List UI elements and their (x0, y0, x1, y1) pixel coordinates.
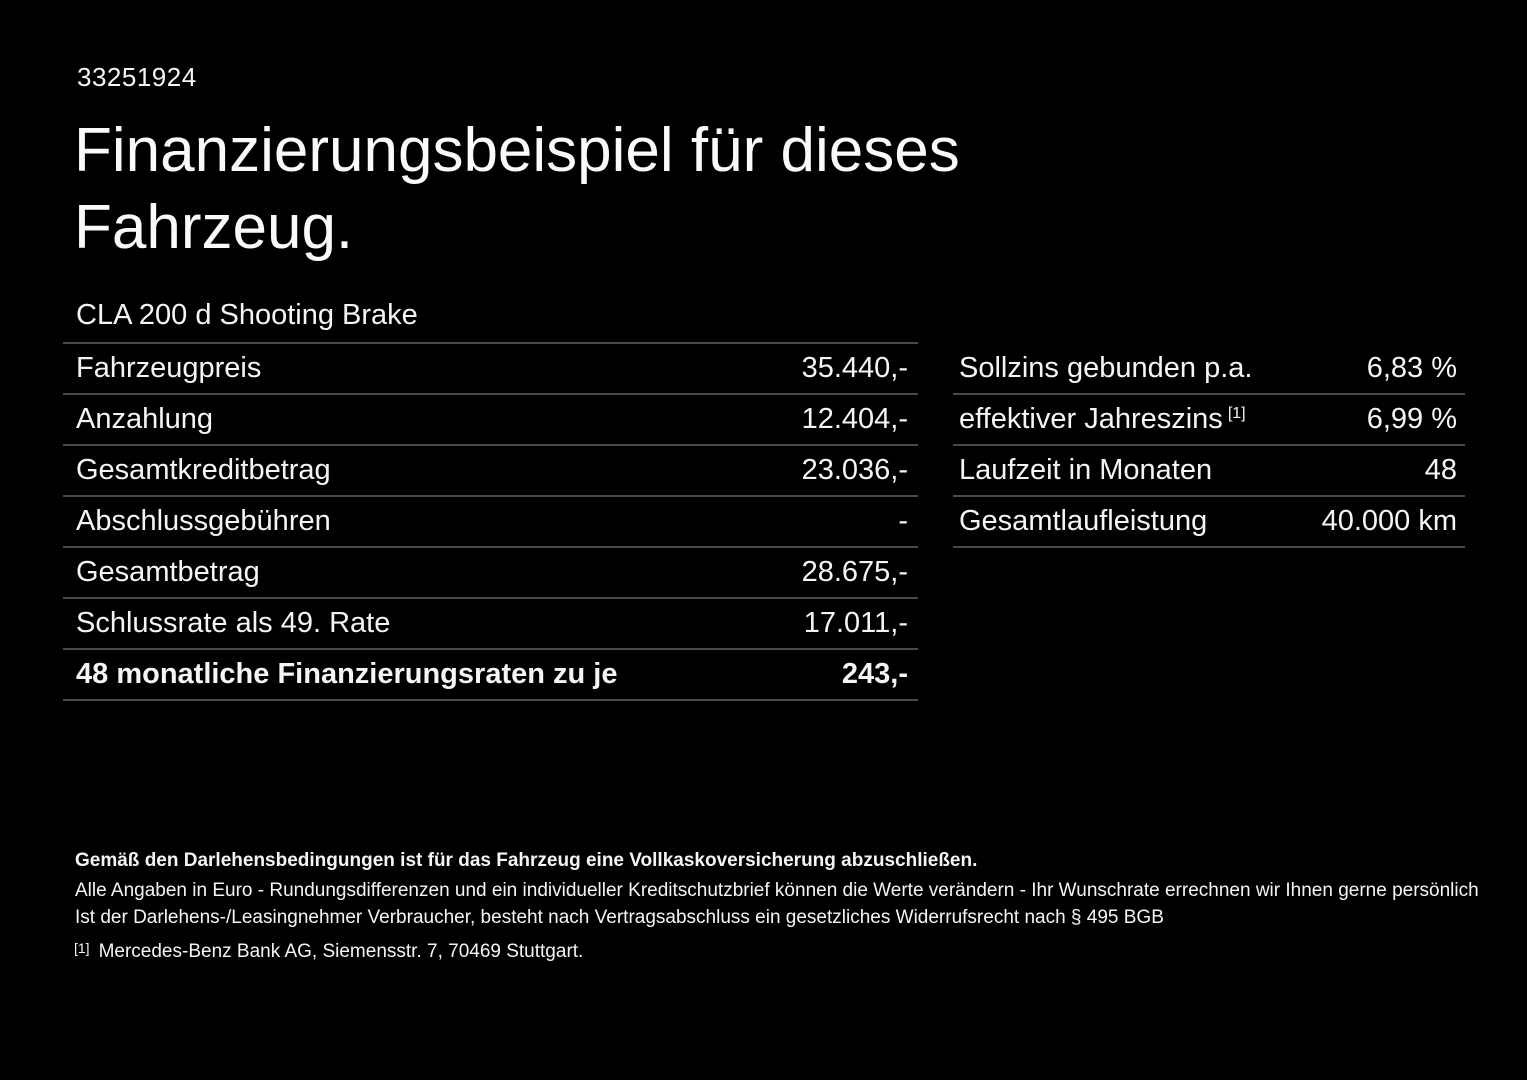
row-value: 35.440,- (801, 352, 908, 384)
row-label: Sollzins gebunden p.a. (959, 352, 1253, 384)
table-row-gesamtlaufleistung: Gesamtlaufleistung 40.000 km (953, 497, 1465, 548)
row-value: 6,99 % (1366, 403, 1457, 435)
row-value: 17.011,- (803, 607, 908, 639)
row-label: Anzahlung (76, 403, 214, 435)
row-value: 12.404,- (801, 403, 908, 435)
row-label: effektiver Jahreszins [1] (959, 403, 1246, 436)
footnote-text: Mercedes-Benz Bank AG, Siemensstr. 7, 70… (98, 941, 584, 962)
vehicle-model: CLA 200 d Shooting Brake (76, 299, 418, 331)
row-label: Abschlussgebühren (76, 505, 331, 537)
table-row-laufzeit: Laufzeit in Monaten 48 (953, 446, 1465, 497)
row-label: 48 monatliche Finanzierungsraten zu je (76, 658, 618, 690)
table-row-fahrzeugpreis: Fahrzeugpreis 35.440,- (63, 344, 918, 395)
row-value: 48 (1424, 454, 1457, 486)
row-label: Gesamtkreditbetrag (76, 454, 331, 486)
finance-table: Fahrzeugpreis 35.440,- Anzahlung 12.404,… (63, 342, 918, 701)
page-title: Finanzierungsbeispiel für dieses Fahrzeu… (74, 116, 960, 262)
row-value: 28.675,- (801, 556, 908, 588)
table-row-anzahlung: Anzahlung 12.404,- (63, 395, 918, 446)
row-label: Fahrzeugpreis (76, 352, 262, 384)
row-label: Gesamtbetrag (76, 556, 260, 588)
table-row-schlussrate: Schlussrate als 49. Rate 17.011,- (63, 599, 918, 650)
row-value: 6,83 % (1366, 352, 1457, 384)
row-value: - (898, 505, 908, 537)
footer-note-line-2: Alle Angaben in Euro - Rundungsdifferenz… (75, 880, 1479, 901)
table-row-gesamtbetrag: Gesamtbetrag 28.675,- (63, 548, 918, 599)
conditions-table: Sollzins gebunden p.a. 6,83 % effektiver… (953, 342, 1465, 548)
table-row-sollzins: Sollzins gebunden p.a. 6,83 % (953, 344, 1465, 395)
row-label: Gesamtlaufleistung (959, 505, 1208, 537)
row-label: Laufzeit in Monaten (959, 454, 1213, 486)
row-value: 40.000 km (1321, 505, 1457, 537)
footnote-ref: [1] (1227, 405, 1246, 422)
row-label-text: effektiver Jahreszins (959, 403, 1223, 435)
insurance-note: Gemäß den Darlehensbedingungen ist für d… (75, 850, 978, 871)
table-row-effektiver-jahreszins: effektiver Jahreszins [1] 6,99 % (953, 395, 1465, 446)
table-row-monatsrate: 48 monatliche Finanzierungsraten zu je 2… (63, 650, 918, 701)
table-row-abschlussgebuehren: Abschlussgebühren - (63, 497, 918, 548)
footer-note-line-3: Ist der Darlehens-/Leasingnehmer Verbrau… (75, 907, 1164, 928)
footnote-marker: [1] (74, 940, 90, 956)
row-value: 23.036,- (801, 454, 908, 486)
table-row-gesamtkreditbetrag: Gesamtkreditbetrag 23.036,- (63, 446, 918, 497)
doc-number: 33251924 (77, 62, 197, 92)
row-value: 243,- (841, 658, 908, 690)
footnote-bank: [1] Mercedes-Benz Bank AG, Siemensstr. 7,… (74, 940, 583, 963)
row-label: Schlussrate als 49. Rate (76, 607, 391, 639)
